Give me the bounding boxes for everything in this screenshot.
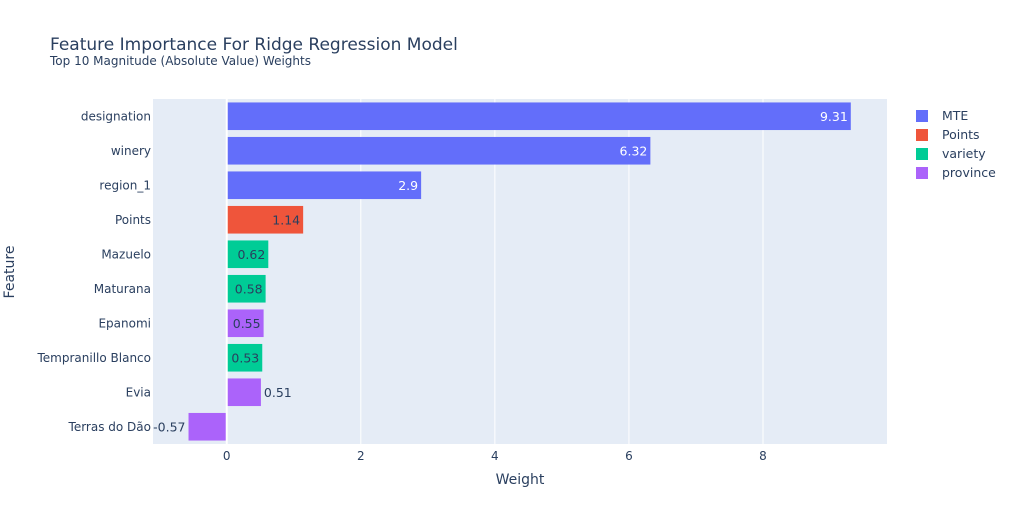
bar bbox=[226, 205, 304, 234]
bar bbox=[226, 136, 651, 165]
y-tick-label: winery bbox=[111, 144, 151, 158]
x-tick-label: 4 bbox=[491, 449, 499, 463]
x-tick-label: 8 bbox=[759, 449, 767, 463]
data-label: 0.58 bbox=[235, 281, 263, 296]
data-label: 0.62 bbox=[237, 247, 265, 262]
y-tick-label: designation bbox=[81, 109, 151, 123]
y-tick-label: Terras do Dão bbox=[68, 420, 151, 434]
legend-swatch-variety bbox=[916, 147, 928, 160]
legend-label-mte: MTE bbox=[942, 108, 969, 123]
data-label: 0.51 bbox=[264, 385, 292, 400]
legend-label-province: province bbox=[942, 165, 996, 180]
legend-label-variety: variety bbox=[942, 146, 986, 161]
x-tick-label: 6 bbox=[625, 449, 633, 463]
data-label: 6.32 bbox=[620, 143, 648, 158]
chart-title: Feature Importance For Ridge Regression … bbox=[50, 35, 458, 55]
y-tick-label: Points bbox=[115, 213, 151, 227]
data-label: 2.9 bbox=[398, 178, 418, 193]
y-tick-label: Epanomi bbox=[98, 316, 151, 330]
bar bbox=[226, 378, 261, 407]
legend-item-variety[interactable]: variety bbox=[916, 144, 996, 163]
bar bbox=[226, 274, 266, 303]
data-label: 0.55 bbox=[233, 316, 261, 331]
legend-swatch-points bbox=[916, 128, 928, 141]
y-tick-label: region_1 bbox=[99, 178, 151, 192]
y-tick-label: Mazuelo bbox=[101, 247, 151, 261]
y-tick-label: Evia bbox=[126, 385, 151, 399]
bar bbox=[226, 171, 422, 200]
chart-subtitle: Top 10 Magnitude (Absolute Value) Weight… bbox=[50, 54, 311, 68]
data-label: -0.57 bbox=[153, 419, 185, 434]
bar bbox=[226, 343, 263, 372]
y-tick-label: Maturana bbox=[94, 282, 151, 296]
legend-swatch-mte bbox=[916, 109, 928, 122]
y-tick-label: Tempranillo Blanco bbox=[37, 351, 152, 365]
x-tick-label: 0 bbox=[223, 449, 231, 463]
legend-item-province[interactable]: province bbox=[916, 163, 996, 182]
bar bbox=[226, 102, 851, 131]
legend-label-points: Points bbox=[942, 127, 980, 142]
bar bbox=[188, 412, 227, 441]
legend-swatch-province bbox=[916, 166, 928, 179]
data-label: 1.14 bbox=[272, 212, 300, 227]
data-label: 9.31 bbox=[820, 109, 848, 124]
legend[interactable]: MTE Points variety province bbox=[916, 106, 996, 182]
legend-item-points[interactable]: Points bbox=[916, 125, 996, 144]
legend-item-mte[interactable]: MTE bbox=[916, 106, 996, 125]
x-tick-label: 2 bbox=[357, 449, 365, 463]
bar bbox=[226, 309, 264, 338]
x-axis-title: Weight bbox=[495, 472, 545, 488]
bar bbox=[226, 240, 269, 269]
y-axis-title: Feature bbox=[2, 245, 18, 299]
data-label: 0.53 bbox=[231, 350, 259, 365]
